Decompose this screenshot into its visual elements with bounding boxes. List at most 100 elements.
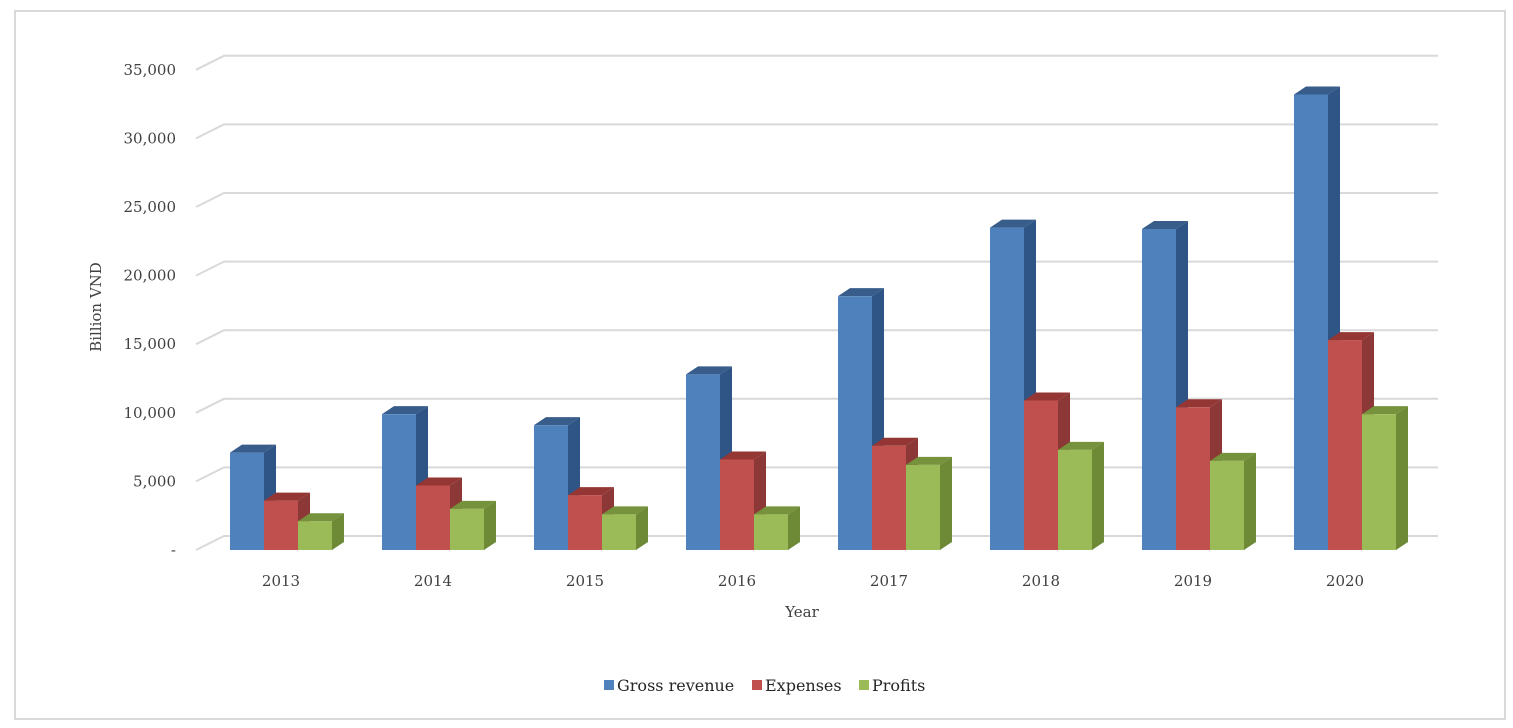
bar-top-face bbox=[534, 417, 580, 426]
bar-top-face bbox=[1328, 332, 1374, 341]
bar-front-face bbox=[1142, 228, 1176, 550]
x-tick-label: 2015 bbox=[566, 572, 604, 590]
bar-front-face bbox=[382, 414, 416, 550]
x-tick-label: 2020 bbox=[1326, 572, 1364, 590]
y-tick-label: 35,000 bbox=[124, 61, 177, 79]
bar-side-face bbox=[636, 506, 648, 550]
bar-front-face bbox=[872, 445, 906, 550]
bar-front-face bbox=[230, 452, 264, 550]
bar bbox=[754, 506, 800, 550]
gridline bbox=[195, 397, 1438, 414]
y-tick-label: - bbox=[171, 541, 176, 559]
gridline bbox=[195, 260, 1438, 277]
chart-frame bbox=[14, 10, 1506, 720]
gridline bbox=[195, 54, 1438, 71]
gridline bbox=[195, 192, 1438, 208]
bar-side-face bbox=[332, 513, 344, 550]
bar-front-face bbox=[416, 485, 450, 550]
x-tick-label: 2018 bbox=[1022, 572, 1060, 590]
bar-front-face bbox=[450, 508, 484, 550]
bar-front-face bbox=[534, 425, 568, 550]
bar-front-face bbox=[568, 495, 602, 550]
bar-top-face bbox=[1142, 220, 1188, 229]
bar-top-face bbox=[838, 288, 884, 297]
bar-top-face bbox=[264, 492, 310, 501]
bar-top-face bbox=[872, 437, 918, 446]
y-tick-label: 15,000 bbox=[124, 335, 177, 353]
x-axis-title: Year bbox=[784, 603, 819, 621]
bar bbox=[1058, 441, 1104, 550]
bar-top-face bbox=[602, 506, 648, 515]
legend-item: Gross revenue bbox=[604, 676, 734, 695]
legend-label: Profits bbox=[872, 676, 925, 695]
bar-front-face bbox=[298, 521, 332, 550]
bar-side-face bbox=[1092, 441, 1104, 550]
bar-top-face bbox=[568, 487, 614, 496]
bar-front-face bbox=[1210, 460, 1244, 550]
bar-front-face bbox=[1362, 414, 1396, 550]
legend-item: Profits bbox=[859, 676, 925, 695]
bar-top-face bbox=[1176, 399, 1222, 408]
bar-top-face bbox=[754, 506, 800, 515]
bar-front-face bbox=[1058, 449, 1092, 550]
bar-front-face bbox=[264, 500, 298, 550]
legend-label: Expenses bbox=[765, 676, 842, 695]
bar-side-face bbox=[788, 506, 800, 550]
x-tick-labels: 2013 2014 2015 2016 2017 2018 2019 2020 bbox=[262, 572, 1364, 590]
legend-swatch bbox=[604, 680, 614, 690]
bar-side-face bbox=[1244, 452, 1256, 550]
x-tick-label: 2014 bbox=[414, 572, 452, 590]
bar-top-face bbox=[230, 444, 276, 453]
bar bbox=[534, 417, 580, 550]
bar-side-face bbox=[1396, 406, 1408, 550]
x-tick-label: 2017 bbox=[870, 572, 908, 590]
bar-top-face bbox=[382, 406, 428, 415]
bar-front-face bbox=[1024, 400, 1058, 550]
bar bbox=[298, 513, 344, 550]
bar-front-face bbox=[1176, 407, 1210, 550]
x-tick-label: 2013 bbox=[262, 572, 300, 590]
legend: Gross revenue Expenses Profits bbox=[604, 676, 925, 695]
bar-front-face bbox=[686, 374, 720, 550]
bar-front-face bbox=[602, 514, 636, 550]
bar-top-face bbox=[1058, 441, 1104, 450]
legend-swatch bbox=[859, 680, 869, 690]
bar-top-face bbox=[686, 366, 732, 375]
bar bbox=[450, 500, 496, 550]
y-tick-label: 30,000 bbox=[124, 129, 177, 147]
bar bbox=[602, 506, 648, 550]
y-tick-label: 5,000 bbox=[133, 472, 176, 490]
y-axis-title: Billion VND bbox=[87, 262, 105, 352]
legend-swatch bbox=[752, 680, 762, 690]
bar bbox=[838, 288, 884, 550]
y-tick-labels: - 5,000 10,000 15,000 20,000 25,000 30,000 35,0… bbox=[124, 61, 177, 559]
bars bbox=[230, 86, 1408, 550]
gridline bbox=[195, 329, 1438, 346]
bar-side-face bbox=[484, 500, 496, 550]
y-tick-label: 20,000 bbox=[124, 267, 177, 285]
y-tick-label: 10,000 bbox=[124, 404, 177, 422]
bar-front-face bbox=[1294, 94, 1328, 550]
bar-top-face bbox=[1024, 392, 1070, 401]
bar-top-face bbox=[450, 500, 496, 509]
bar-front-face bbox=[754, 514, 788, 550]
y-tick-label: 25,000 bbox=[124, 198, 177, 216]
bar-top-face bbox=[990, 219, 1036, 228]
bar-top-face bbox=[1210, 452, 1256, 461]
bar-front-face bbox=[1328, 340, 1362, 550]
bar-front-face bbox=[906, 464, 940, 550]
bar-top-face bbox=[1294, 86, 1340, 95]
x-tick-label: 2016 bbox=[718, 572, 756, 590]
bar bbox=[1362, 406, 1408, 550]
bar-front-face bbox=[720, 459, 754, 550]
x-tick-label: 2019 bbox=[1174, 572, 1212, 590]
bar-top-face bbox=[416, 477, 462, 486]
bar bbox=[906, 456, 952, 550]
legend-label: Gross revenue bbox=[617, 676, 734, 695]
bar-top-face bbox=[720, 451, 766, 460]
legend-item: Expenses bbox=[752, 676, 842, 695]
bar-top-face bbox=[298, 513, 344, 522]
bar-front-face bbox=[838, 296, 872, 550]
bar bbox=[1210, 452, 1256, 550]
